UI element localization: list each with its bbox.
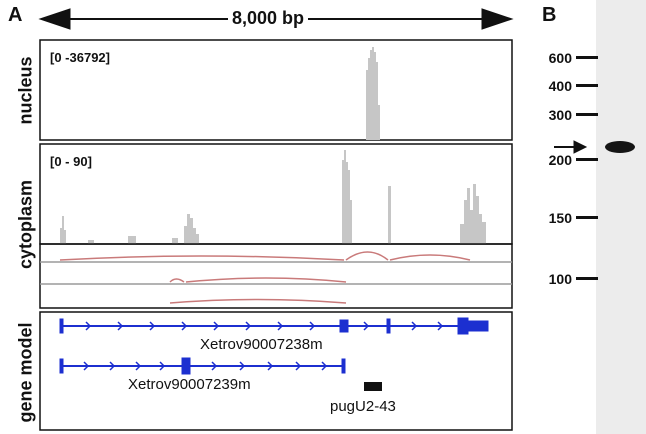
marker-150: 150 — [548, 210, 572, 226]
gene-xetrov90007238m — [59, 317, 489, 335]
gel-lane — [596, 0, 646, 434]
cytoplasm-label: cytoplasm — [15, 179, 36, 270]
gene-label-pugu2-43: pugU2-43 — [330, 398, 396, 415]
marker-600: 600 — [548, 50, 572, 66]
gel-band — [605, 141, 635, 153]
gene-xetrov90007239m — [59, 357, 346, 375]
junction-arcs — [59, 251, 471, 304]
panel-a-letter: A — [8, 4, 23, 26]
scale-bar-label: 8,000 bp — [228, 8, 309, 29]
gene-model-label: gene model — [15, 322, 36, 423]
gene-model-track-box — [39, 311, 513, 431]
panel-b-letter: B — [542, 4, 557, 26]
ladder-ticks — [576, 56, 598, 280]
cytoplasm-range: [0 - 90] — [50, 154, 92, 169]
gene-label-xetrov90007239m: Xetrov90007239m — [128, 376, 251, 393]
marker-400: 400 — [548, 78, 572, 94]
nucleus-track-box — [39, 39, 513, 141]
cytoplasm-coverage — [60, 150, 486, 244]
junction-track-box — [39, 243, 513, 309]
nucleus-coverage — [366, 47, 380, 140]
marker-300: 300 — [548, 107, 572, 123]
marker-100: 100 — [548, 271, 572, 287]
gene-pugu2-43 — [364, 382, 382, 391]
marker-200: 200 — [548, 152, 572, 168]
band-arrow — [554, 140, 588, 154]
junction-lines — [40, 261, 512, 285]
nucleus-label: nucleus — [15, 56, 36, 125]
gene-label-xetrov90007238m: Xetrov90007238m — [200, 336, 323, 353]
nucleus-range: [0 -36792] — [50, 50, 110, 65]
cytoplasm-track-box — [39, 143, 513, 245]
